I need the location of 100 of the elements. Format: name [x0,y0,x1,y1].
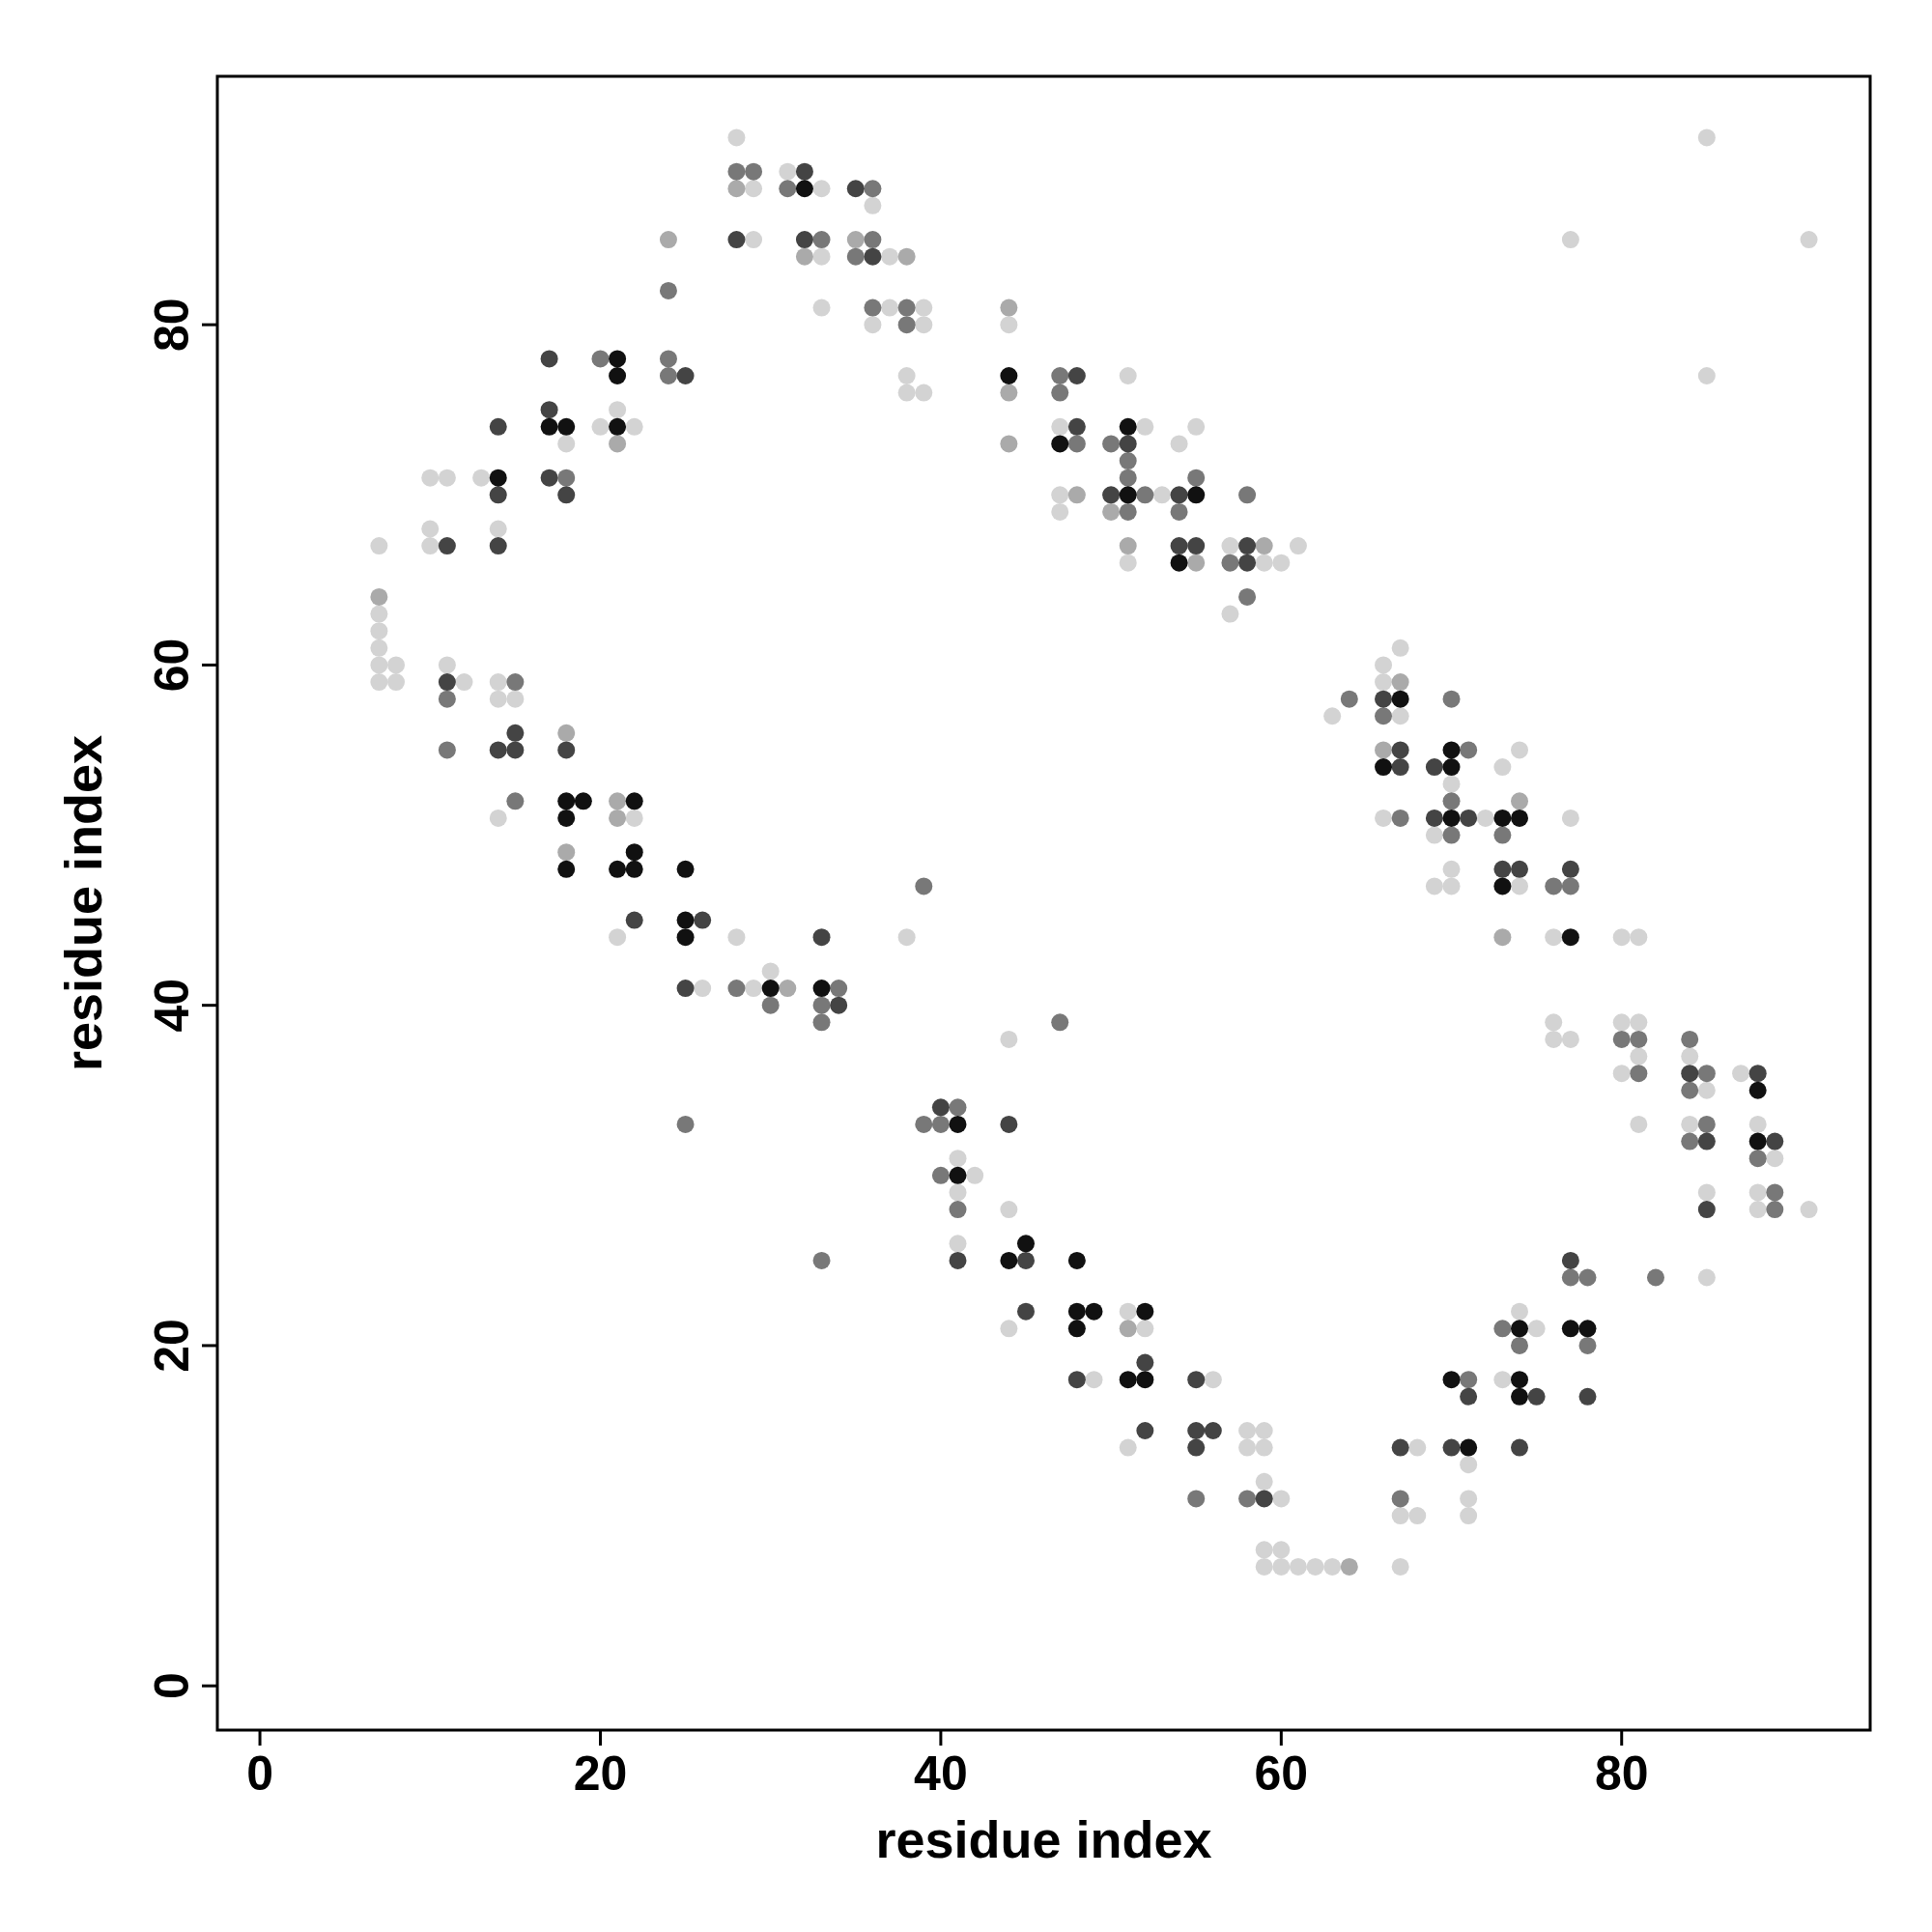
point [1561,860,1579,878]
point [1119,486,1137,504]
y-tick-label: 60 [145,638,199,693]
x-tick-label: 20 [573,1747,628,1801]
point [1578,1320,1597,1338]
point [1460,809,1478,827]
point [1442,1438,1461,1457]
point [1511,1387,1529,1406]
point [557,843,576,862]
point [1493,860,1512,878]
point [540,417,558,436]
point [1238,554,1257,572]
point [795,231,813,249]
point [1187,486,1206,504]
point [779,980,797,998]
point [1511,860,1529,878]
point [506,724,525,742]
point [761,980,780,998]
point [489,469,507,487]
point [540,401,558,419]
point [1238,537,1257,555]
point [931,1098,950,1117]
point [1442,1371,1461,1389]
point [1017,1235,1035,1253]
point [1681,1065,1699,1083]
point [1017,1251,1035,1269]
point [1255,537,1273,555]
point [1119,435,1137,453]
y-tick-label: 80 [145,298,199,352]
point [812,928,831,947]
point [864,247,882,266]
point [1051,435,1069,453]
point [557,860,576,878]
point [1067,486,1086,504]
point [1102,486,1121,504]
point [540,469,558,487]
point [1067,1251,1086,1269]
point [1119,1371,1137,1389]
point [1766,1132,1784,1151]
point [489,537,507,555]
point [1136,1371,1154,1389]
point [557,792,576,810]
x-tick-label: 0 [246,1747,273,1801]
point [1017,1302,1035,1321]
point [1119,537,1137,555]
point [1170,554,1188,572]
point [1561,1251,1579,1269]
point [438,673,456,692]
point [1578,1387,1597,1406]
point [795,247,813,266]
point [438,537,456,555]
point [1511,1371,1529,1389]
point [949,1166,967,1184]
point [1170,537,1188,555]
point [1340,1557,1358,1576]
point [1119,1320,1137,1338]
point [557,486,576,504]
x-tick-label: 80 [1594,1747,1649,1801]
point [1561,1320,1579,1338]
point [1187,1438,1206,1457]
x-axis-title: residue index [875,1810,1212,1868]
point [1748,1065,1767,1083]
point [1391,1438,1409,1457]
x-tick-label: 60 [1254,1747,1309,1801]
point [676,928,695,947]
point [609,350,627,368]
point [609,435,627,453]
point [949,1251,967,1269]
point [1493,928,1512,947]
point [659,231,677,249]
point [1748,1081,1767,1099]
point [625,792,643,810]
point [1000,366,1018,384]
point [1119,417,1137,436]
point [609,417,627,436]
point [727,231,746,249]
point [609,792,627,810]
point [489,741,507,759]
point [830,996,848,1014]
y-tick-label: 0 [145,1672,199,1700]
point [795,180,813,198]
point [1511,792,1529,810]
point [1187,537,1206,555]
point [1511,1320,1529,1338]
point [1391,758,1409,777]
y-tick-label: 20 [145,1319,199,1373]
point [1460,1438,1478,1457]
point [676,980,695,998]
point [676,366,695,384]
point [489,417,507,436]
point [1425,809,1443,827]
point [1375,690,1393,708]
point [846,231,865,249]
point [676,860,695,878]
point [1000,1115,1018,1133]
point [1375,758,1393,777]
point [1204,1422,1222,1440]
point [1067,1371,1086,1389]
point [727,180,746,198]
point [1511,1438,1529,1457]
